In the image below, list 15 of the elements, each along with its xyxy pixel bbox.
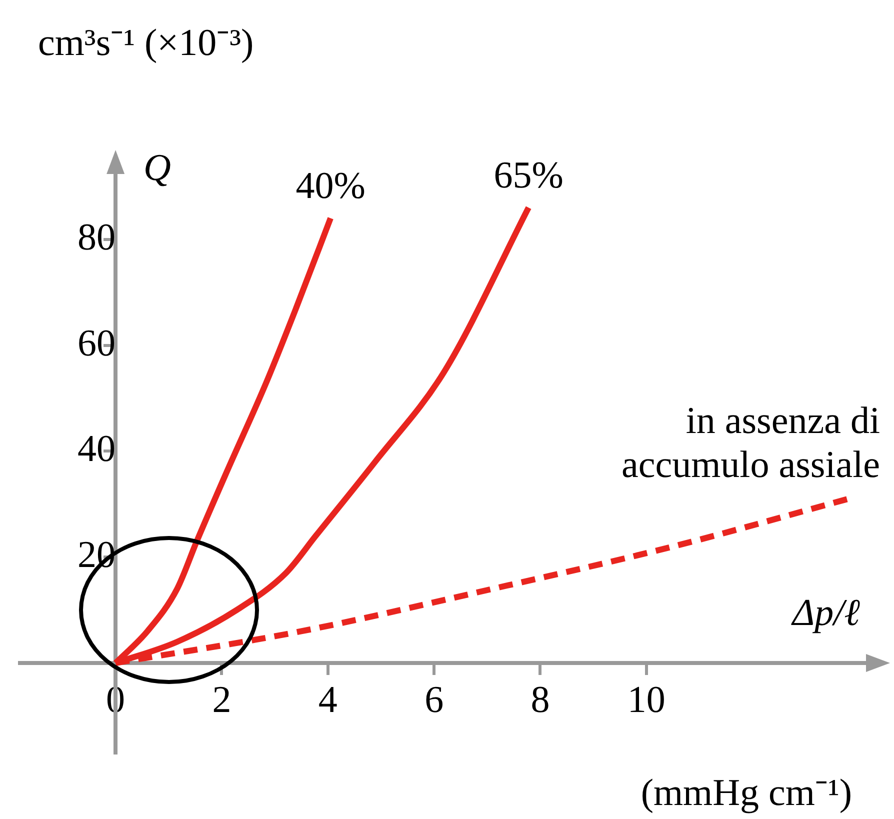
y-tick-label: 80 bbox=[78, 216, 116, 258]
y-axis-title: Q bbox=[144, 147, 172, 189]
series-label: 65% bbox=[494, 154, 564, 197]
series-label: in assenza di accumulo assiale bbox=[621, 400, 880, 486]
x-axis-title: Δp/ℓ bbox=[790, 592, 860, 634]
x-tick-label: 6 bbox=[424, 678, 444, 721]
y-tick-label: 40 bbox=[78, 428, 116, 470]
series-label: 40% bbox=[296, 165, 366, 208]
x-tick-label: 2 bbox=[212, 678, 232, 721]
x-tick-label: 4 bbox=[318, 678, 338, 721]
x-tick-label: 10 bbox=[627, 678, 666, 721]
chart-title: cm³s⁻¹ (×10⁻³) bbox=[38, 22, 254, 64]
text: (mmHg cm⁻¹) bbox=[640, 772, 852, 814]
x-tick-label: 8 bbox=[530, 678, 550, 721]
y-tick-label: 60 bbox=[78, 322, 116, 364]
